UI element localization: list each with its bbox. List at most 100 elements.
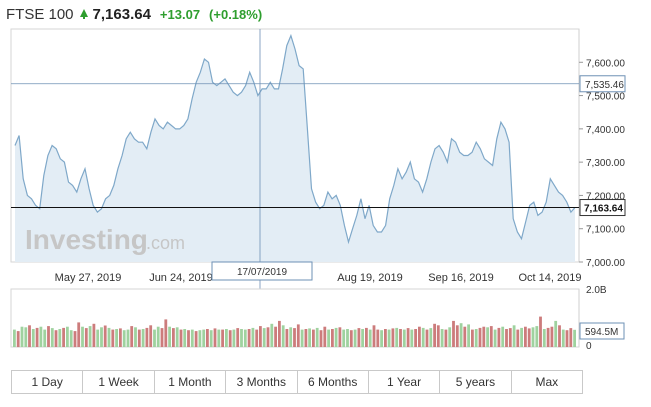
volume-bar (262, 328, 266, 347)
volume-bar (546, 327, 550, 347)
volume-bar (474, 329, 478, 347)
volume-tick-label: 2.0B (586, 285, 607, 296)
tab-1-week[interactable]: 1 Week (83, 371, 155, 393)
tab-1-year[interactable]: 1 Year (369, 371, 441, 393)
volume-bar (281, 325, 285, 348)
volume-bar (342, 329, 346, 347)
volume-bar (190, 329, 194, 347)
watermark-suffix: .com (146, 233, 185, 253)
tab-1-day[interactable]: 1 Day (12, 371, 84, 393)
crosshair-date-label: 17/07/2019 (237, 267, 287, 278)
volume-bar (183, 329, 187, 347)
volume-bar (402, 329, 406, 347)
price-tick-label: 7,300.00 (586, 158, 625, 169)
volume-bar (130, 326, 134, 347)
volume-bar (187, 330, 190, 347)
volume-bar (96, 329, 100, 347)
volume-bar (115, 329, 118, 347)
volume-bar (327, 329, 330, 347)
up-arrow-icon (79, 9, 88, 19)
volume-bar (92, 323, 96, 347)
volume-bar (300, 329, 304, 347)
timeframe-tabs: 1 Day 1 Week 1 Month 3 Months 6 Months 1… (11, 370, 583, 394)
volume-bar (35, 327, 39, 347)
volume-bar (486, 327, 489, 347)
volume-bar (493, 329, 497, 347)
volume-bar (463, 326, 467, 347)
date-tick-label: Aug 19, 2019 (337, 272, 402, 284)
volume-bar (16, 331, 20, 348)
ticker-name: FTSE 100 (6, 5, 74, 23)
volume-bar (489, 326, 493, 347)
volume-bar (107, 327, 111, 347)
volume-bar (478, 327, 482, 347)
volume-bar (535, 326, 539, 347)
volume-bar (573, 329, 576, 347)
last-price-label: 7,163.64 (584, 204, 623, 215)
volume-bar (179, 329, 183, 347)
volume-bar (308, 328, 311, 347)
volume-bar (100, 327, 103, 347)
tab-3-months[interactable]: 3 Months (226, 371, 298, 393)
date-tick-label: Jun 24, 2019 (149, 272, 213, 284)
volume-bar (28, 325, 31, 348)
volume-bar (137, 329, 141, 347)
volume-bar (550, 326, 554, 347)
tab-6-months[interactable]: 6 Months (298, 371, 369, 393)
volume-bar (455, 325, 459, 348)
volume-bar (194, 331, 198, 348)
volume-bar (501, 326, 505, 347)
tab-max[interactable]: Max (535, 375, 559, 389)
price-tick-label: 7,600.00 (586, 58, 625, 69)
volume-bar (323, 326, 327, 347)
volume-bar (62, 327, 65, 347)
volume-bar (414, 329, 417, 347)
volume-bar (391, 328, 395, 347)
volume-bar (296, 324, 300, 347)
tab-5-years[interactable]: 5 years (440, 371, 512, 393)
volume-bar (293, 328, 296, 347)
volume-bar (221, 329, 224, 347)
volume-bar (285, 329, 289, 347)
tab-1-month[interactable]: 1 Month (155, 371, 227, 393)
volume-bar (175, 327, 179, 347)
volume-bar (24, 327, 28, 347)
volume-bar (436, 325, 440, 348)
volume-bar (444, 329, 448, 347)
price-area (15, 35, 575, 263)
volume-bar (467, 324, 470, 347)
volume-bar (141, 329, 145, 347)
volume-bar (406, 328, 410, 347)
volume-bar (512, 325, 516, 348)
volume-bar (346, 329, 349, 347)
date-tick-label: May 27, 2019 (55, 272, 122, 284)
volume-bar (565, 330, 569, 347)
volume-bar (384, 329, 387, 347)
price-tick-label: 7,100.00 (586, 225, 625, 236)
volume-bar (20, 326, 24, 347)
volume-bar (421, 327, 425, 347)
volume-bar (399, 329, 402, 347)
volume-bar (542, 329, 546, 347)
volume-bar (240, 329, 243, 347)
volume-bar (270, 323, 274, 347)
volume-bar (319, 330, 323, 347)
volume-bar (508, 328, 512, 347)
volume-bar (361, 329, 364, 347)
volume-bar (73, 331, 77, 348)
volume-bar (561, 329, 565, 347)
last-price-box (579, 199, 626, 217)
volume-bar (353, 329, 357, 347)
volume-bar (569, 328, 573, 347)
date-tick-label: Oct 14, 2019 (519, 272, 582, 284)
volume-bar (315, 327, 319, 347)
volume-bar (209, 330, 213, 347)
volume-bar (50, 328, 54, 347)
volume-bar (259, 326, 262, 347)
volume-current-box (579, 322, 625, 340)
volume-bar (524, 326, 527, 347)
crosshair-price-label: 7,535.46 (585, 80, 624, 91)
volume-bar (497, 327, 501, 347)
volume-bar (213, 328, 217, 347)
